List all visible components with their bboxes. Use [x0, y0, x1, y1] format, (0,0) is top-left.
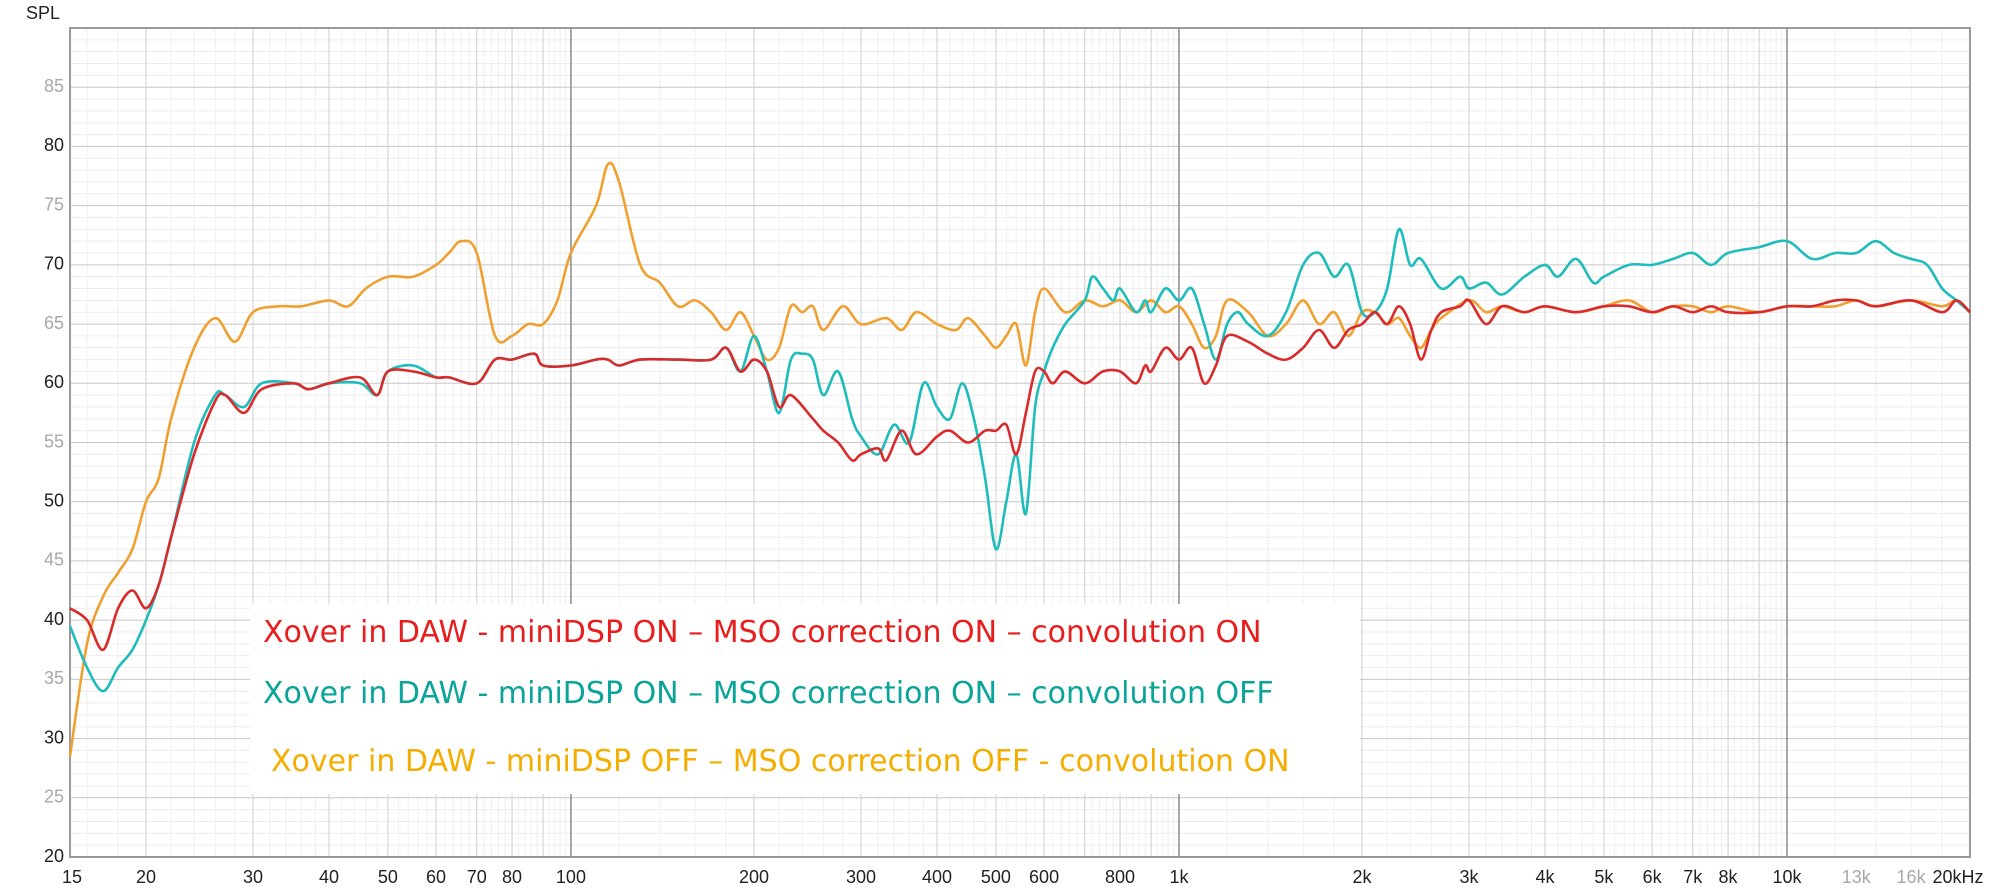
y-tick-label: 85 — [44, 76, 64, 96]
series-layer — [68, 161, 1971, 757]
x-tick-label: 8k — [1719, 867, 1739, 887]
series-line-1 — [69, 298, 1971, 652]
legend-entry-convolution-off: Xover in DAW - miniDSP ON – MSO correcti… — [263, 676, 1274, 711]
x-tick-label: 60 — [426, 867, 446, 887]
x-tick-label: 20 — [136, 867, 156, 887]
x-tick-label: 7k — [1683, 867, 1703, 887]
y-tick-label: 30 — [44, 727, 64, 747]
x-tick-label: 1k — [1169, 867, 1189, 887]
y-tick-label: 35 — [44, 668, 64, 688]
y-tick-label: 25 — [44, 787, 64, 807]
x-tick-label: 80 — [502, 867, 522, 887]
x-tick-label: 10k — [1772, 867, 1802, 887]
x-tick-label: 30 — [243, 867, 263, 887]
legend-box — [250, 604, 1360, 794]
x-tick-label: 5k — [1594, 867, 1614, 887]
y-tick-label: 80 — [44, 135, 64, 155]
x-tick-label: 70 — [467, 867, 487, 887]
y-tick-label: 20 — [44, 846, 64, 866]
x-tick-labels: 15 20 30 40 50 60 70 80 100 200 300 400 500 600 800 1k 2… — [62, 867, 1984, 887]
x-tick-label: 6k — [1643, 867, 1663, 887]
y-tick-label: 65 — [44, 313, 64, 333]
x-tick-label: 4k — [1536, 867, 1556, 887]
plot-frame — [69, 27, 1971, 858]
x-tick-label: 2k — [1352, 867, 1372, 887]
y-tick-label: 45 — [44, 550, 64, 570]
x-tick-label: 3k — [1460, 867, 1480, 887]
x-tick-label: 100 — [556, 867, 586, 887]
y-tick-label: 60 — [44, 372, 64, 392]
legend-entry-convolution-on: Xover in DAW - miniDSP ON – MSO correcti… — [263, 615, 1262, 650]
y-tick-label: 75 — [44, 194, 64, 214]
x-tick-label: 800 — [1105, 867, 1135, 887]
x-tick-label: 15 — [62, 867, 82, 887]
x-tick-label: 40 — [319, 867, 339, 887]
y-tick-label: 70 — [44, 254, 64, 274]
y-tick-label: 55 — [44, 431, 64, 451]
x-tick-label: 300 — [846, 867, 876, 887]
x-tick-label: 20kHz — [1932, 867, 1983, 887]
x-tick-label: 13k — [1842, 867, 1872, 887]
x-tick-label: 16k — [1897, 867, 1927, 887]
y-tick-label: 40 — [44, 609, 64, 629]
legend: Xover in DAW - miniDSP ON – MSO correcti… — [250, 604, 1360, 794]
legend-entry-minidsp-off: Xover in DAW - miniDSP OFF – MSO correct… — [271, 744, 1290, 779]
x-tick-label: 50 — [378, 867, 398, 887]
y-tick-labels: 20 25 30 35 40 45 50 55 60 65 70 75 80 85 — [44, 76, 64, 866]
x-tick-label: 400 — [922, 867, 952, 887]
y-axis-label: SPL — [26, 3, 60, 23]
x-tick-label: 200 — [739, 867, 769, 887]
x-tick-label: 500 — [981, 867, 1011, 887]
x-tick-label: 600 — [1029, 867, 1059, 887]
y-tick-label: 50 — [44, 490, 64, 510]
